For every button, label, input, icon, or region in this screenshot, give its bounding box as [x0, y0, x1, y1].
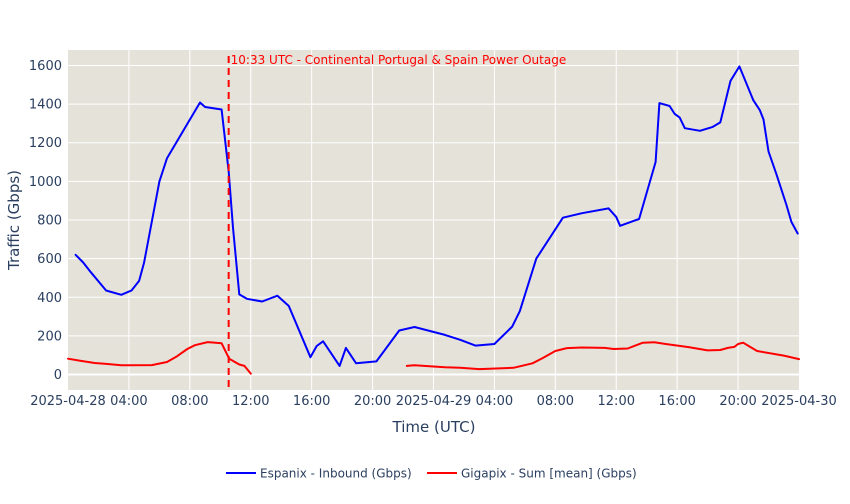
- y-tick-label: 0: [54, 368, 62, 383]
- legend-label-espanix: Espanix - Inbound (Gbps): [260, 467, 412, 481]
- y-tick-label: 200: [37, 329, 62, 344]
- series-layer: [67, 65, 800, 375]
- x-tick-label: 2025-04-30: [761, 394, 837, 409]
- x-tick-label: 08:00: [171, 394, 208, 409]
- x-tick-label: 16:00: [658, 394, 695, 409]
- y-tick-label: 400: [37, 291, 62, 306]
- y-tick-label: 800: [37, 214, 62, 229]
- x-tick-label: 2025-04-29: [396, 394, 472, 409]
- x-tick-label: 16:00: [293, 394, 330, 409]
- y-tick-label: 1400: [29, 98, 62, 113]
- y-tick-labels: 0 200 400 600 800 1000 1200 1400 1600: [29, 59, 62, 383]
- y-tick-label: 1000: [29, 175, 62, 190]
- y-tick-label: 600: [37, 252, 62, 267]
- series-line-espanix: [74, 65, 799, 367]
- x-tick-label: 2025-04-28: [30, 394, 106, 409]
- x-tick-label: 12:00: [232, 394, 269, 409]
- x-tick-label: 04:00: [110, 394, 147, 409]
- x-tick-label: 04:00: [476, 394, 513, 409]
- x-tick-label: 20:00: [354, 394, 391, 409]
- x-tick-label: 08:00: [537, 394, 574, 409]
- legend-label-gigapix: Gigapix - Sum [mean] (Gbps): [461, 467, 637, 481]
- x-axis-title: Time (UTC): [392, 418, 476, 436]
- series-line-gigapix: [67, 341, 800, 375]
- y-axis-title: Traffic (Gbps): [5, 170, 23, 271]
- outage-annotation-label: 10:33 UTC - Continental Portugal & Spain…: [231, 53, 567, 67]
- x-tick-label: 20:00: [719, 394, 756, 409]
- annotation: 10:33 UTC - Continental Portugal & Spain…: [227, 53, 567, 390]
- x-tick-label: 12:00: [598, 394, 635, 409]
- y-gridlines: [68, 64, 799, 376]
- y-tick-label: 1200: [29, 136, 62, 151]
- x-tick-labels: 2025-04-28 04:00 08:00 12:00 16:00 20:00 2025-…: [30, 394, 837, 409]
- y-tick-label: 1600: [29, 59, 62, 74]
- legend: Espanix - Inbound (Gbps) Gigapix - Sum […: [226, 467, 637, 481]
